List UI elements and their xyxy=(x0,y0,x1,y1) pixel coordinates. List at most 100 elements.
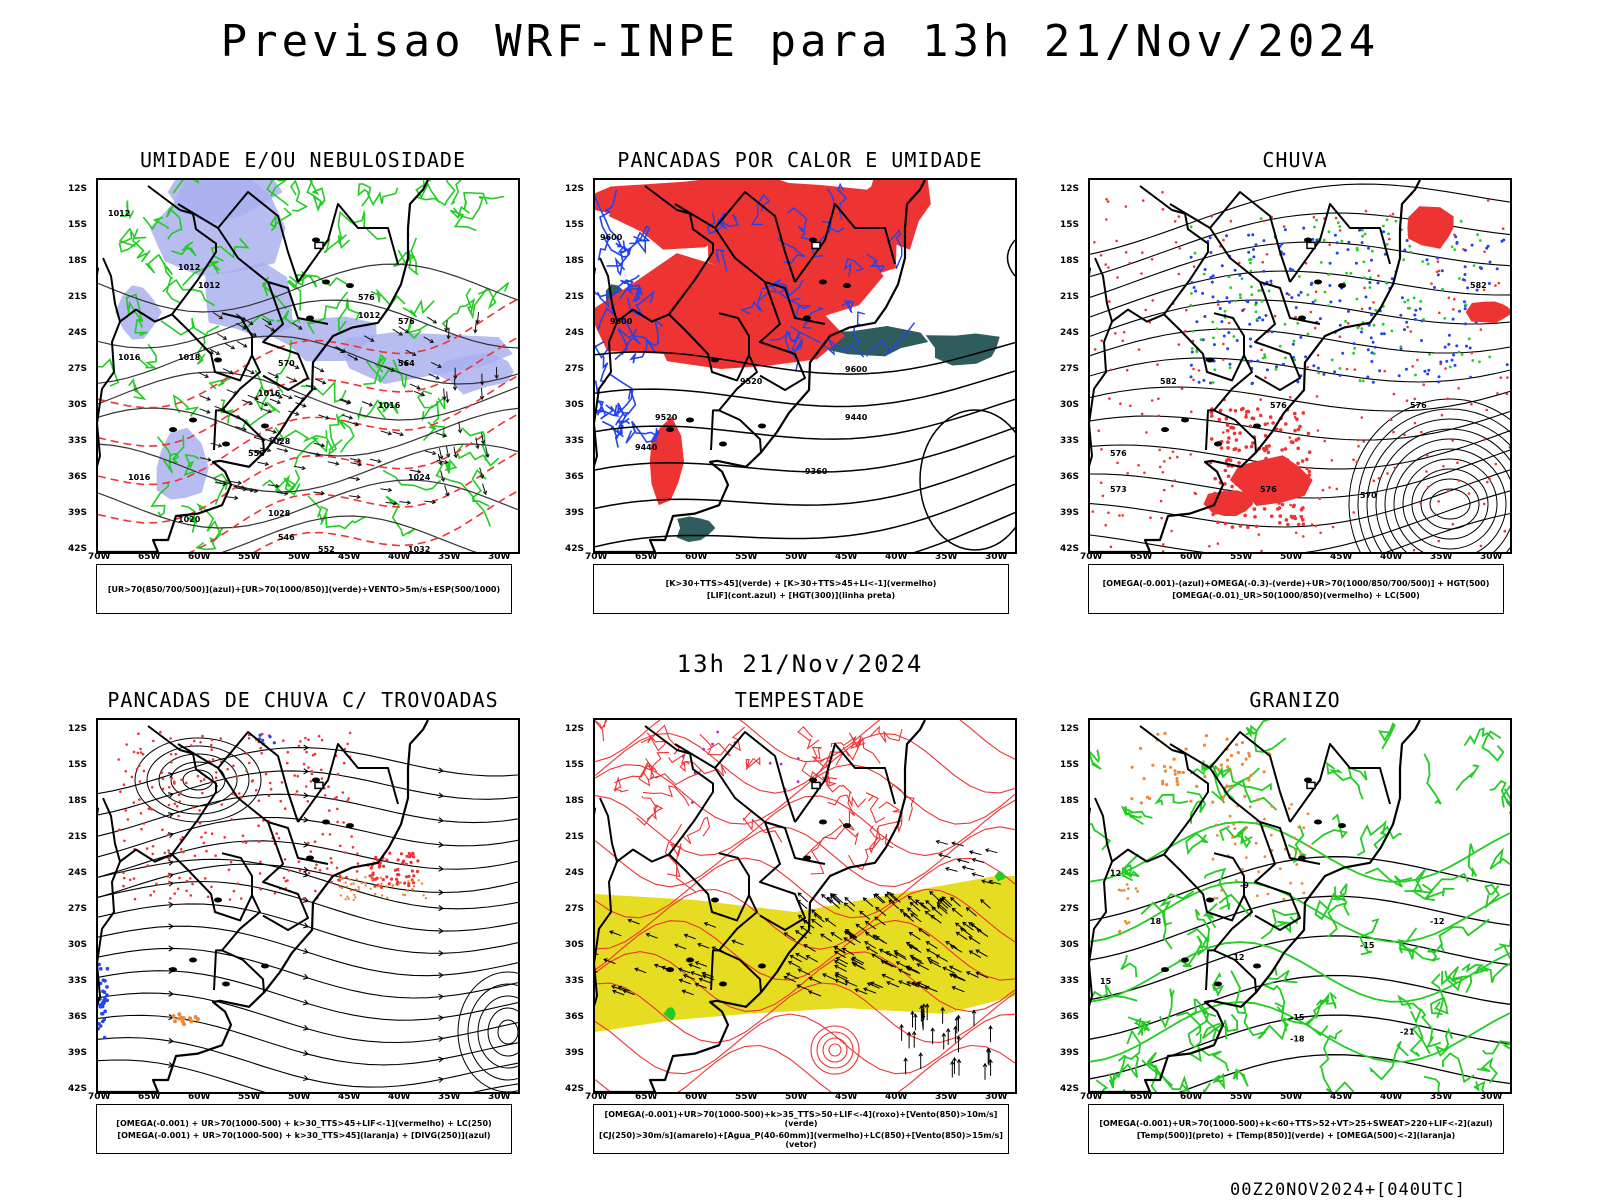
contour-label: 9440 xyxy=(845,413,868,422)
omega-strong-ascent-dot xyxy=(1478,239,1482,242)
precipitable-water-contour xyxy=(707,726,746,756)
omega-ur50-dot xyxy=(1301,518,1305,522)
latitude-label: 15S xyxy=(68,760,88,770)
geopotential-height-500 xyxy=(1090,469,1510,528)
omega-ur50-dot xyxy=(1161,208,1165,211)
wind-vector xyxy=(454,378,456,390)
temperature-850-contour xyxy=(1118,1029,1142,1062)
thunderstorm-cell-dot xyxy=(375,876,379,880)
omega-ur50-dot xyxy=(1262,219,1265,223)
thunderstorm-cell-dot xyxy=(350,835,353,838)
omega-ascent-dot xyxy=(1318,317,1322,321)
omega-ur50-dot xyxy=(1411,365,1414,368)
thunderstorm-cell-dot xyxy=(412,874,416,878)
omega-strong-ascent-dot xyxy=(1248,258,1251,262)
longitude-label: 65W xyxy=(635,1092,658,1102)
panel-title: CHUVA xyxy=(1262,148,1328,172)
divergence-250-dot xyxy=(99,967,103,971)
omega-strong-ascent-dot xyxy=(1458,277,1461,280)
thunderstorm-cell-dot xyxy=(123,839,126,843)
thunderstorm-cell-dot xyxy=(377,865,381,869)
temperature-850-contour xyxy=(1409,1024,1431,1058)
wind-850-vector xyxy=(795,930,807,939)
wind-850-vector xyxy=(832,893,844,904)
precipitable-water-contour xyxy=(640,724,680,755)
thunderstorm-cell-dot xyxy=(338,874,342,878)
thunderstorm-cell-dot xyxy=(335,866,339,870)
wind-vector xyxy=(350,462,362,466)
wind-vector xyxy=(256,400,268,406)
temperature-500 xyxy=(1090,1014,1510,1080)
omega-strong-ascent-dot xyxy=(1306,332,1310,336)
omega-ur50-dot xyxy=(1192,378,1195,382)
omega-strong-ascent-dot xyxy=(1249,261,1252,265)
omega-ur50-dot xyxy=(1251,441,1255,445)
omega-ascent-dot xyxy=(1250,382,1254,386)
thunderstorm-cell-dot xyxy=(185,781,188,785)
omega-ascent-dot xyxy=(1189,363,1193,367)
omega-500-dot xyxy=(1245,826,1249,829)
omega-ur50-dot xyxy=(1141,199,1145,202)
legend-line: [OMEGA(-0.001) + UR>70(1000-500) + k>30_… xyxy=(116,1118,492,1128)
wind-850-vector xyxy=(797,892,809,903)
omega-ur50-dot xyxy=(1238,524,1243,528)
omega-ur50-dot xyxy=(1093,348,1097,351)
temperature-850-contour xyxy=(1441,1052,1475,1084)
omega-ur50-dot xyxy=(1299,507,1304,512)
longitude-label: 50W xyxy=(785,1092,808,1102)
omega-ascent-dot xyxy=(1211,295,1215,299)
omega-ur50-dot xyxy=(1099,481,1103,485)
omega-ascent-dot xyxy=(1225,296,1229,300)
thunderstorm-k-tts-dot xyxy=(339,894,343,897)
convective-rain-area xyxy=(1465,301,1510,324)
omega-ur50-dot xyxy=(1335,487,1339,491)
omega-500-dot xyxy=(1290,803,1293,806)
omega-ur50-dot xyxy=(1192,265,1196,268)
geopotential-high-contour xyxy=(919,409,1015,551)
latitude-label: 30S xyxy=(565,940,585,950)
thunderstorm-cell-dot xyxy=(407,884,411,888)
thunderstorm-cell-dot xyxy=(151,786,154,789)
longitude-label: 65W xyxy=(1130,1092,1153,1102)
geopotential-height-500 xyxy=(1090,328,1510,357)
humidity-low-contour xyxy=(337,298,361,333)
omega-strong-ascent-dot xyxy=(1336,221,1340,224)
omega-500-dot xyxy=(1216,767,1220,771)
omega-ur50-dot xyxy=(1256,407,1260,411)
omega-ur50-dot xyxy=(1293,428,1297,433)
wind-vector xyxy=(347,421,359,426)
temperature-850-contour xyxy=(1203,1082,1211,1092)
omega-ur50-dot xyxy=(1262,507,1267,511)
omega-ur50-dot xyxy=(1244,445,1249,449)
omega-strong-ascent-dot xyxy=(1390,329,1394,333)
thunderstorm-cell-dot xyxy=(137,732,140,735)
thickness-contour xyxy=(253,490,518,552)
thunderstorm-k-tts-dot xyxy=(349,889,353,892)
streamline-850 xyxy=(828,1043,842,1057)
precipitable-water-contour xyxy=(595,732,1015,794)
circulation-cyclone xyxy=(497,1019,518,1045)
omega-ascent-dot xyxy=(1328,284,1332,287)
omega-ascent-dot xyxy=(1335,241,1339,245)
wind-vector xyxy=(409,383,421,389)
omega-ur50-dot xyxy=(1503,529,1507,533)
temperature-850-contour xyxy=(1499,936,1510,948)
temperature-850-contour xyxy=(1186,791,1207,824)
omega-strong-ascent-dot xyxy=(1199,338,1203,341)
omega-ur50-dot xyxy=(1437,539,1441,543)
omega-ur50-dot xyxy=(1294,315,1297,319)
thunderstorm-cell-dot xyxy=(415,869,420,874)
omega-strong-ascent-dot xyxy=(1421,260,1425,263)
wind-850-vector xyxy=(646,933,658,939)
convective-rain-area xyxy=(1229,455,1313,506)
omega-strong-ascent-dot xyxy=(1384,281,1388,284)
wind-vector xyxy=(453,446,457,458)
omega-ascent-dot xyxy=(1366,375,1370,379)
omega-ur50-dot xyxy=(1278,428,1283,432)
omega-ur50-dot xyxy=(1125,368,1129,372)
wind-vector xyxy=(241,399,253,405)
thunderstorm-k-tts-dot xyxy=(412,885,416,888)
omega-ur50-dot xyxy=(1316,353,1320,357)
legend-line: [OMEGA(-0.001) + UR>70(1000-500) + k>30_… xyxy=(117,1130,491,1140)
wind-vector xyxy=(230,480,242,484)
